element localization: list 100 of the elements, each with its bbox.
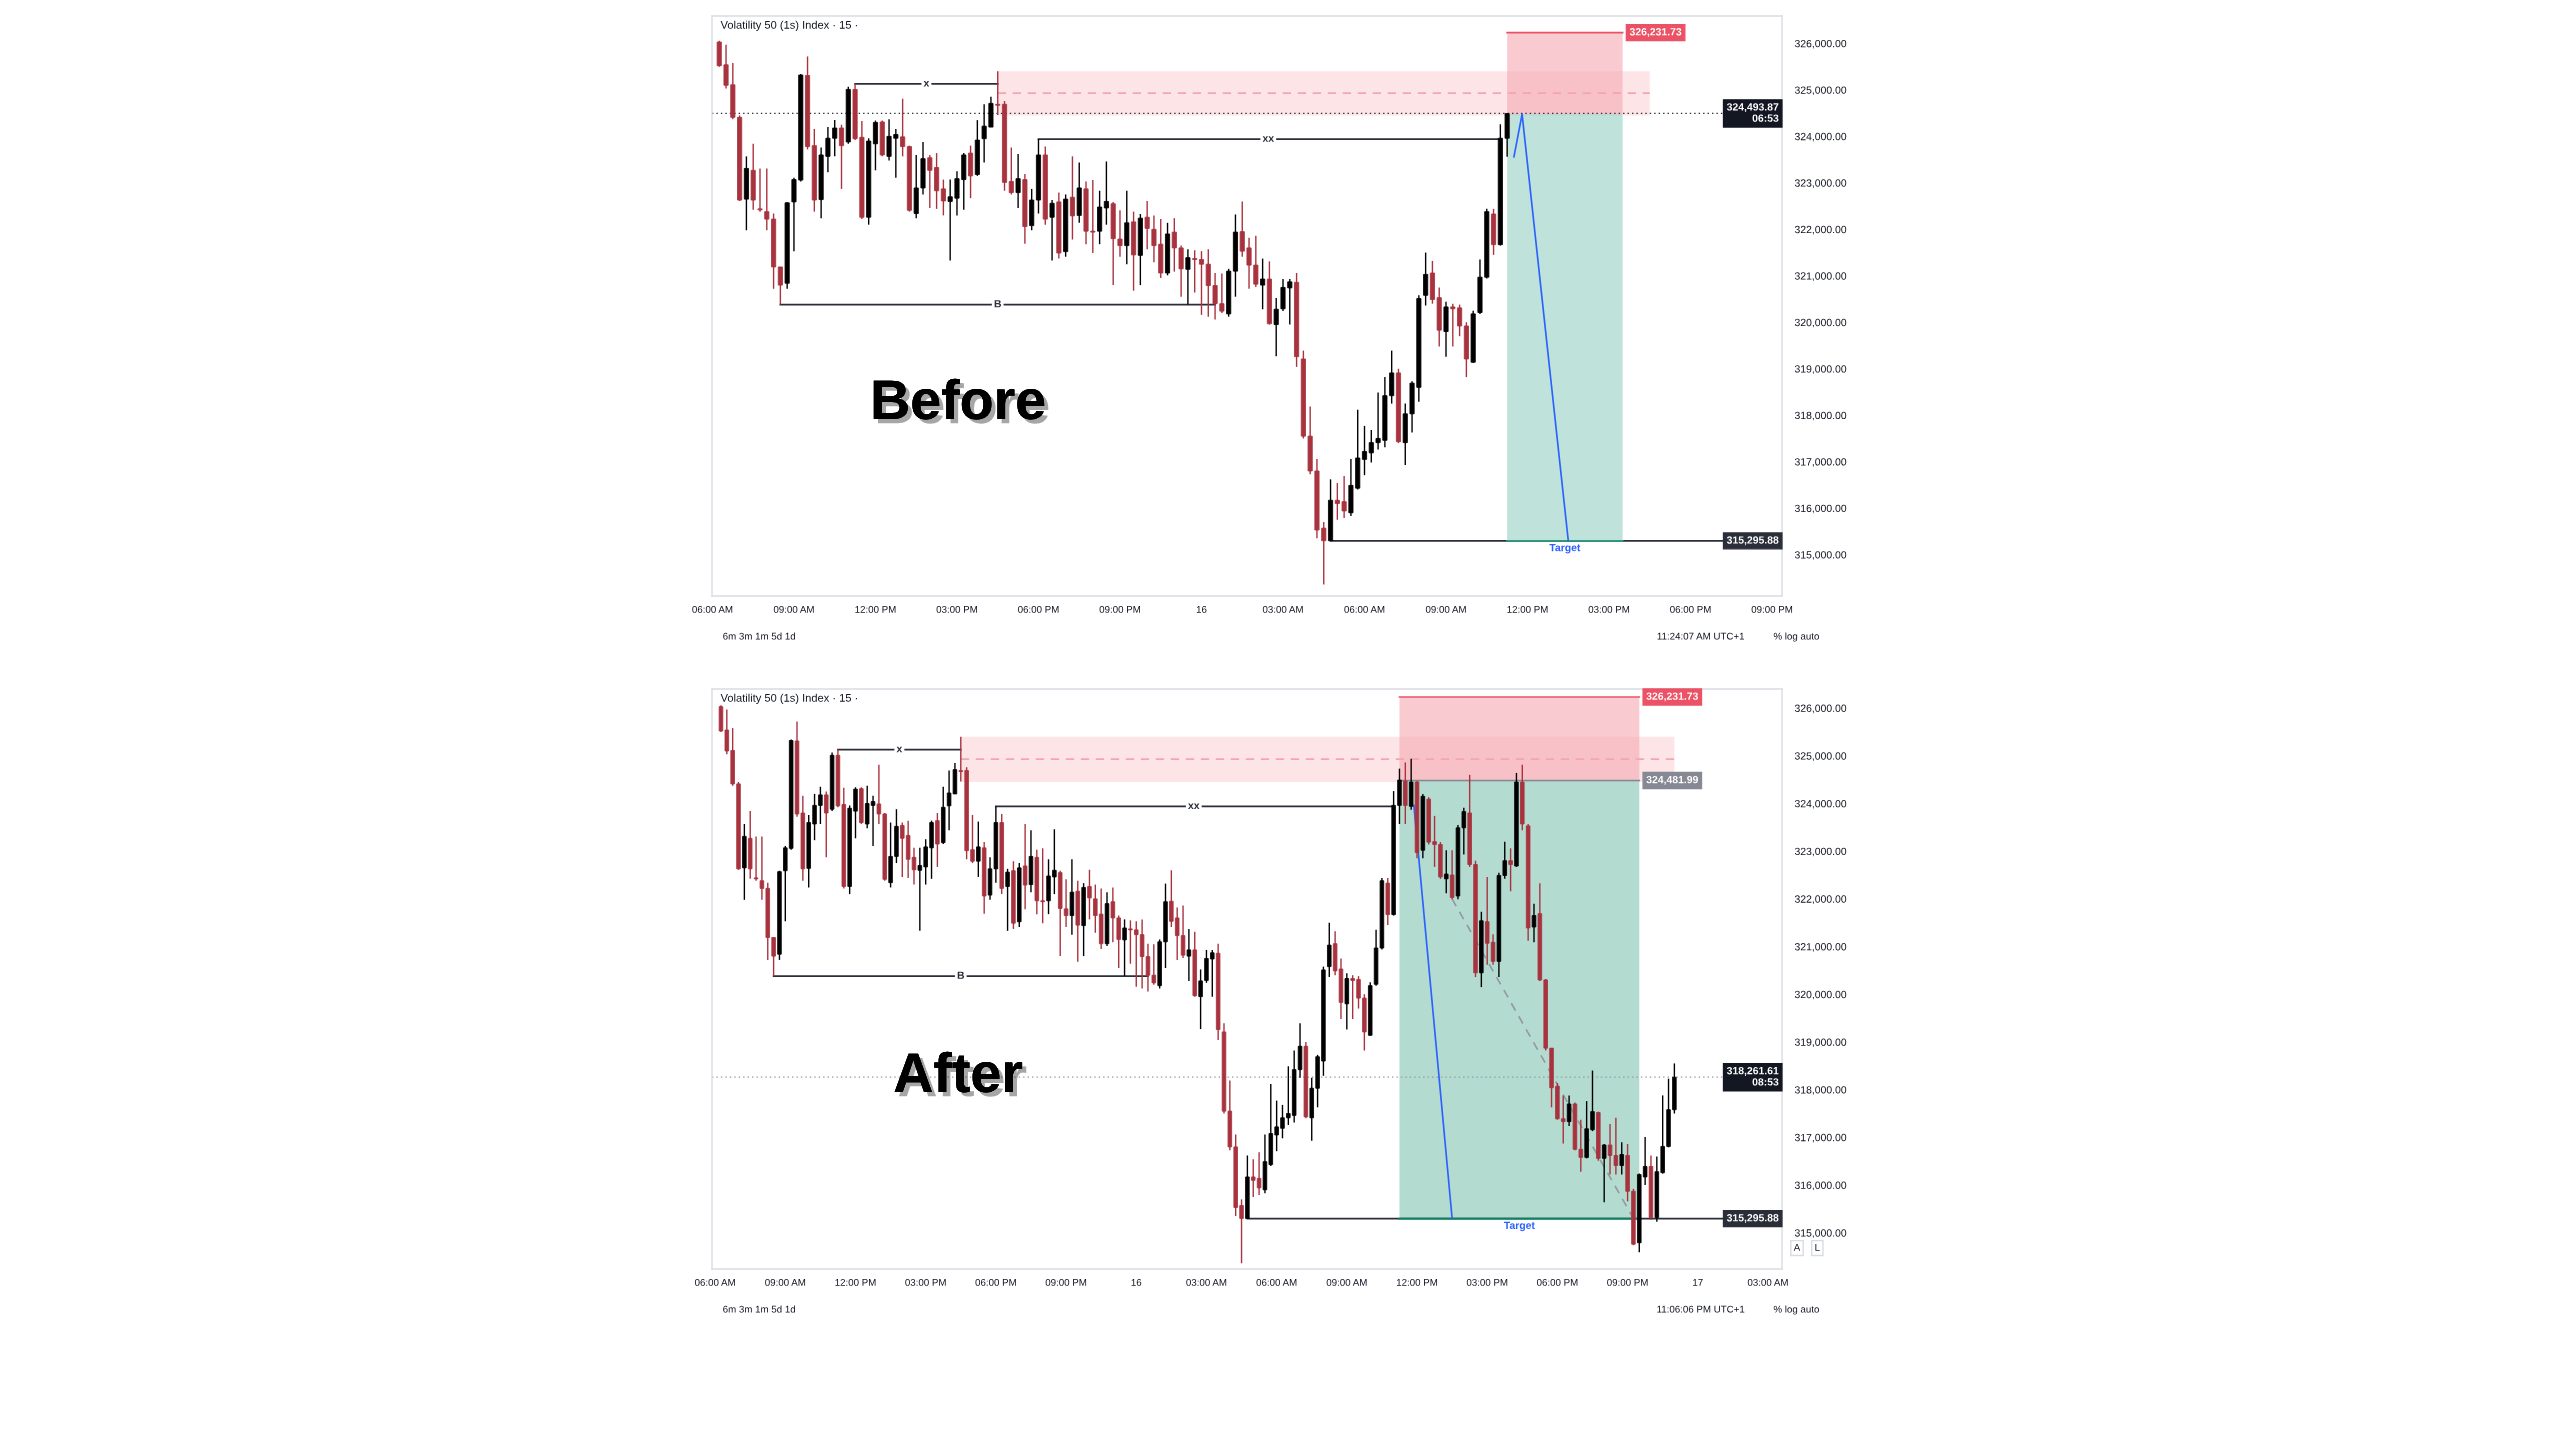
candlestick <box>1185 248 1191 306</box>
data-label: 326,231.73 <box>1629 28 1682 37</box>
x-tick-label: 12:00 PM <box>1396 1278 1438 1286</box>
candlestick <box>1423 251 1429 307</box>
y-tick-label: 323,000.00 <box>1794 179 1847 188</box>
candlestick <box>872 119 878 171</box>
x-tick-label: 16 <box>1196 605 1207 613</box>
x-tick-label: 09:00 PM <box>1045 1278 1087 1286</box>
candlestick <box>1260 257 1266 310</box>
candlestick <box>1022 823 1028 911</box>
text: % log auto <box>1773 632 1819 642</box>
y-tick-label: 322,000.00 <box>1794 225 1847 235</box>
annotation: After <box>894 1051 1027 1097</box>
y-tick-label: 324,000.00 <box>1794 132 1847 142</box>
y-tick-label: 321,000.00 <box>1794 272 1847 281</box>
candlestick <box>940 178 946 217</box>
candlestick <box>1103 160 1109 226</box>
y-tick-label: 317,000.00 <box>1794 458 1847 467</box>
data-label: 315,295.88 <box>1726 1214 1779 1223</box>
ref-line-label: 324,493.87 06:53 <box>1726 103 1779 122</box>
series-label: Target <box>1549 544 1581 554</box>
x-tick-label: 06:00 PM <box>1670 605 1711 613</box>
candlestick <box>1192 249 1198 294</box>
x-tick-label: 06:00 AM <box>1344 605 1385 613</box>
candlestick <box>757 167 763 213</box>
series-label: xx <box>1262 136 1274 142</box>
y-tick-label: 325,000.00 <box>1794 752 1847 761</box>
chart-title: Volatility 50 (1s) Index · 15 · <box>720 693 857 704</box>
y-tick-label: 320,000.00 <box>1794 318 1847 328</box>
x-tick-label: 09:00 AM <box>1326 1278 1367 1286</box>
candlestick <box>976 820 981 878</box>
chart-title: Volatility 50 (1s) Index · 15 · <box>720 20 857 31</box>
y-tick-label: 316,000.00 <box>1794 504 1847 514</box>
series-label: B <box>957 971 965 979</box>
candlestick <box>824 790 829 859</box>
y-tick-label: 318,000.00 <box>1794 411 1847 421</box>
x-tick-label: 17 <box>1693 1279 1703 1286</box>
candlestick <box>1015 153 1021 209</box>
candlestick <box>1508 847 1513 892</box>
candlestick <box>995 70 1001 116</box>
x-tick-label: 16 <box>1131 1278 1142 1286</box>
y-tick-label: 320,000.00 <box>1794 990 1847 1000</box>
y-tick-label: 316,000.00 <box>1794 1181 1847 1191</box>
data-label: 326,231.73 <box>1646 692 1698 702</box>
x-tick-label: 03:00 AM <box>1186 1278 1227 1286</box>
candlestick <box>1361 425 1368 476</box>
candlestick <box>1619 1141 1624 1176</box>
y-tick-label: 326,000.00 <box>1794 704 1847 714</box>
y-tick-label: 322,000.00 <box>1794 895 1847 904</box>
x-tick-label: 09:00 AM <box>773 605 814 613</box>
x-tick-label: 03:00 PM <box>1588 605 1630 613</box>
x-tick-label: 12:00 PM <box>855 605 896 613</box>
x-tick-label: 06:00 AM <box>692 605 733 613</box>
y-tick-label: 315,000.00 <box>1794 551 1847 560</box>
text: 11:06:06 PM UTC+1 <box>1657 1305 1745 1313</box>
x-tick-label: 12:00 PM <box>1507 605 1548 613</box>
y-tick-label: 315,000.00 <box>1794 1229 1847 1238</box>
candlestick <box>1449 849 1455 901</box>
text: 11:24:07 AM UTC+1 <box>1657 632 1745 640</box>
y-tick-label: 319,000.00 <box>1794 365 1847 374</box>
series-label: xx <box>1188 803 1200 810</box>
x-tick-label: 06:00 PM <box>975 1278 1016 1286</box>
data-label: 315,295.88 <box>1726 536 1779 546</box>
candlestick <box>1144 200 1150 250</box>
candlestick <box>1069 155 1075 241</box>
y-tick-label: 321,000.00 <box>1794 943 1847 952</box>
y-tick-label: 325,000.00 <box>1794 86 1847 95</box>
candlestick <box>777 266 783 306</box>
x-tick-label: 09:00 PM <box>1099 605 1140 613</box>
candlestick <box>838 124 845 190</box>
text: % log auto <box>1773 1305 1819 1315</box>
candlestick <box>1601 1143 1607 1203</box>
x-tick-label: 09:00 AM <box>1425 605 1466 613</box>
x-tick-label: 12:00 PM <box>835 1278 876 1286</box>
x-tick-label: 06:00 PM <box>1536 1278 1578 1286</box>
candlestick <box>1069 858 1075 936</box>
x-tick-label: 09:00 PM <box>1751 605 1793 613</box>
candlestick <box>1122 918 1127 977</box>
candlestick <box>1198 250 1205 316</box>
candlestick <box>1327 922 1332 978</box>
candlestick <box>1531 902 1537 943</box>
x-tick-label: 03:00 PM <box>905 1278 946 1286</box>
candlestick <box>1049 199 1055 262</box>
text: A <box>1793 1243 1801 1251</box>
series-label: Target <box>1503 1221 1535 1232</box>
candlestick <box>935 812 940 868</box>
candlestick <box>1566 1094 1572 1127</box>
y-tick-label: 324,000.00 <box>1794 799 1847 809</box>
candlestick <box>968 144 974 199</box>
text: L <box>1815 1243 1820 1251</box>
y-tick-label: 319,000.00 <box>1794 1038 1847 1048</box>
y-tick-label: 318,000.00 <box>1794 1086 1847 1095</box>
x-tick-label: 09:00 PM <box>1607 1278 1648 1286</box>
y-tick-label: 326,000.00 <box>1794 39 1847 49</box>
x-tick-label: 03:00 PM <box>1466 1278 1508 1286</box>
x-tick-label: 03:00 PM <box>936 605 977 613</box>
candlestick <box>753 835 759 882</box>
x-tick-label: 06:00 AM <box>1256 1278 1297 1286</box>
y-tick-label: 317,000.00 <box>1794 1133 1847 1143</box>
data-label: 324,481.99 <box>1646 775 1698 785</box>
